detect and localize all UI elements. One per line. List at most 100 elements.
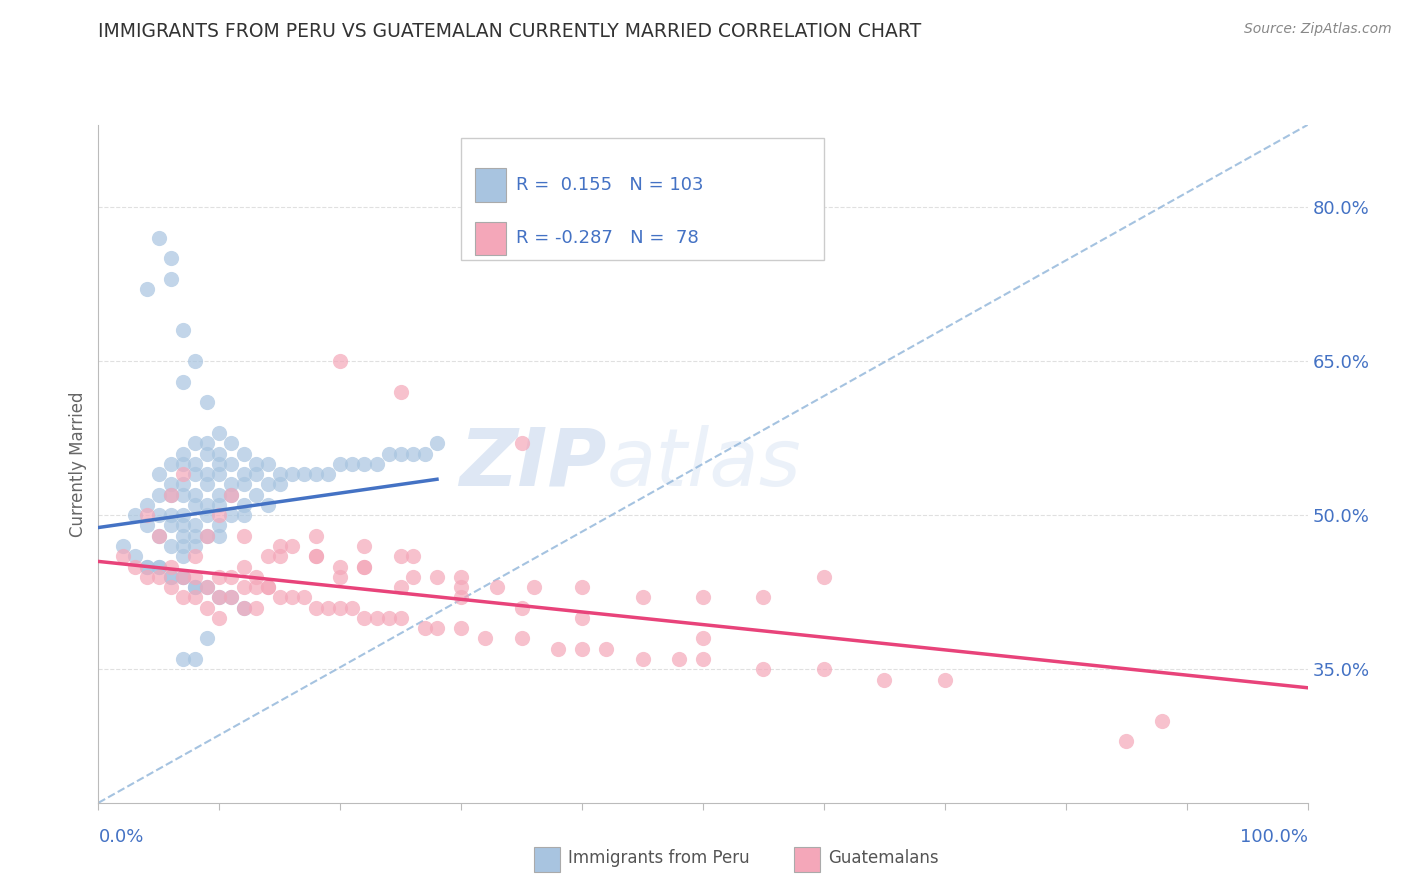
Point: [195, 498, 218, 512]
Point: [329, 600, 352, 615]
Text: Source: ZipAtlas.com: Source: ZipAtlas.com: [1244, 22, 1392, 37]
Point: [148, 488, 170, 502]
Point: [329, 457, 352, 471]
Text: 100.0%: 100.0%: [1240, 828, 1308, 846]
Point: [342, 457, 364, 471]
Point: [571, 641, 593, 656]
Point: [474, 632, 496, 646]
Point: [413, 621, 436, 635]
Point: [184, 354, 207, 368]
Point: [450, 580, 472, 594]
Y-axis label: Currently Married: Currently Married: [69, 391, 87, 537]
Point: [208, 570, 231, 584]
Point: [208, 591, 231, 605]
Point: [195, 467, 218, 482]
Point: [595, 641, 617, 656]
Point: [571, 580, 593, 594]
Point: [450, 591, 472, 605]
Point: [292, 591, 315, 605]
Point: [510, 436, 533, 450]
Point: [208, 425, 231, 440]
Point: [232, 446, 254, 460]
Point: [752, 591, 775, 605]
Point: [245, 457, 267, 471]
Point: [208, 518, 231, 533]
Point: [208, 529, 231, 543]
Point: [195, 446, 218, 460]
Point: [873, 673, 896, 687]
Point: [172, 570, 194, 584]
Point: [269, 591, 291, 605]
Point: [305, 600, 328, 615]
Point: [377, 446, 399, 460]
Point: [160, 539, 183, 553]
Point: [232, 508, 254, 523]
Point: [450, 621, 472, 635]
Point: [148, 467, 170, 482]
Point: [195, 508, 218, 523]
Point: [305, 549, 328, 564]
Point: [184, 539, 207, 553]
Point: [329, 570, 352, 584]
Point: [135, 518, 157, 533]
Point: [353, 559, 375, 574]
Text: Immigrants from Peru: Immigrants from Peru: [568, 849, 749, 867]
Point: [245, 580, 267, 594]
Point: [256, 457, 278, 471]
Point: [135, 559, 157, 574]
Point: [172, 375, 194, 389]
Point: [135, 498, 157, 512]
Point: [172, 467, 194, 482]
Point: [184, 518, 207, 533]
Point: [232, 477, 254, 491]
Point: [172, 446, 194, 460]
Point: [172, 539, 194, 553]
Point: [389, 446, 412, 460]
Point: [221, 488, 243, 502]
Point: [208, 446, 231, 460]
Point: [172, 477, 194, 491]
Point: [245, 600, 267, 615]
Point: [450, 570, 472, 584]
Text: 0.0%: 0.0%: [98, 828, 143, 846]
Point: [184, 488, 207, 502]
Point: [208, 591, 231, 605]
Point: [1152, 714, 1174, 728]
Point: [148, 570, 170, 584]
Point: [195, 477, 218, 491]
Point: [389, 384, 412, 399]
Point: [292, 467, 315, 482]
Point: [208, 498, 231, 512]
Text: atlas: atlas: [606, 425, 801, 503]
Point: [353, 457, 375, 471]
Point: [221, 591, 243, 605]
Point: [172, 457, 194, 471]
Point: [184, 529, 207, 543]
Point: [353, 559, 375, 574]
Point: [402, 549, 425, 564]
Point: [245, 488, 267, 502]
Point: [316, 467, 339, 482]
Point: [269, 467, 291, 482]
Point: [184, 549, 207, 564]
Point: [221, 436, 243, 450]
Point: [184, 457, 207, 471]
Point: [305, 549, 328, 564]
Point: [208, 611, 231, 625]
Point: [523, 580, 546, 594]
Point: [353, 539, 375, 553]
Point: [160, 477, 183, 491]
Point: [281, 539, 304, 553]
Point: [245, 570, 267, 584]
Point: [160, 272, 183, 286]
Point: [510, 600, 533, 615]
Point: [256, 477, 278, 491]
Point: [377, 611, 399, 625]
Text: R = -0.287   N =  78: R = -0.287 N = 78: [516, 229, 699, 247]
Point: [184, 591, 207, 605]
Point: [269, 549, 291, 564]
Point: [752, 662, 775, 676]
Point: [160, 570, 183, 584]
Point: [160, 252, 183, 266]
Point: [172, 549, 194, 564]
